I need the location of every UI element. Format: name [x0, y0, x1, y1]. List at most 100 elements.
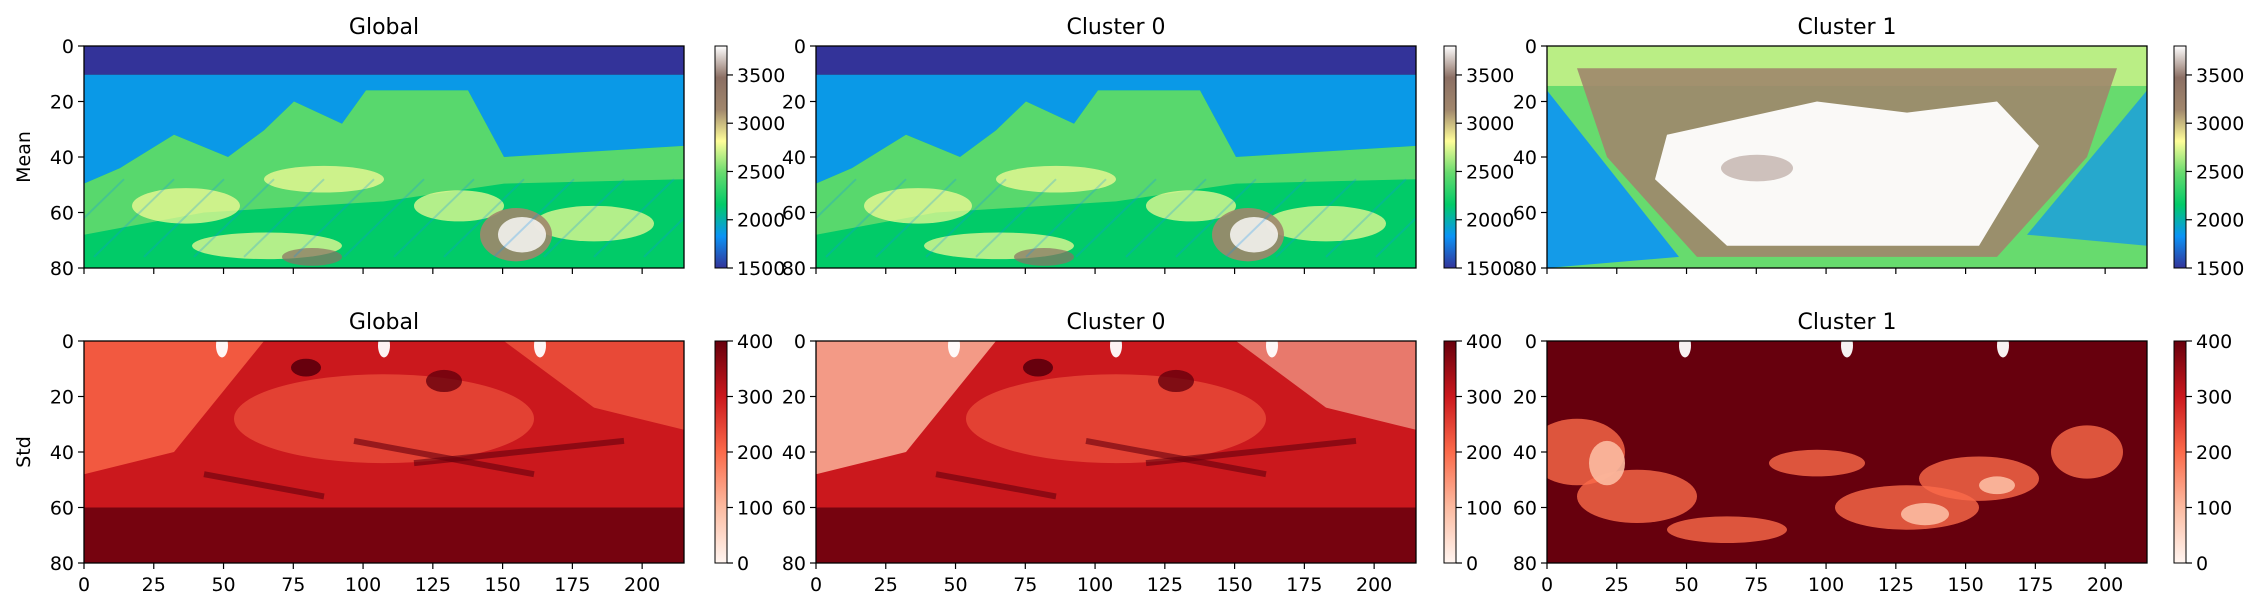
cluster0-mean-cbtick-label-2500: 2500 — [1466, 161, 1514, 183]
row-ylabel-mean: Mean — [13, 131, 35, 183]
cluster1-std-xtick-label-200: 200 — [2087, 574, 2123, 596]
cluster0-mean-colorbar — [1443, 45, 1457, 269]
cluster0-std-ytick-label-80: 80 — [782, 553, 806, 575]
cluster1-mean-cbtick-label-2500: 2500 — [2196, 161, 2244, 183]
cluster0-std-title: Cluster 0 — [1066, 310, 1165, 335]
cluster0-std-colorbar — [1443, 340, 1457, 564]
cluster0-std-xtick-label-0: 0 — [810, 574, 822, 596]
global-std-ytick-label-0: 0 — [62, 331, 74, 353]
global-mean-ytick-label-0: 0 — [62, 36, 74, 58]
cluster1-std-cbtick-label-100: 100 — [2196, 498, 2232, 520]
cluster0-std-xtick-label-25: 25 — [874, 574, 898, 596]
row-ylabel-std: Std — [13, 436, 35, 468]
cluster0-std-xtick-label-125: 125 — [1147, 574, 1183, 596]
cluster0-std-ytick-label-40: 40 — [782, 442, 806, 464]
cluster0-std-xtick-label-50: 50 — [943, 574, 967, 596]
cluster0-std-cbtick-label-100: 100 — [1466, 498, 1502, 520]
cluster1-mean-cbtick-label-3500: 3500 — [2196, 65, 2244, 87]
global-std-cbtick-label-300: 300 — [737, 387, 773, 409]
global-mean-colorbar — [714, 45, 728, 269]
global-std-cbtick-label-0: 0 — [737, 553, 749, 575]
cluster0-std-cbtick-label-400: 400 — [1466, 331, 1502, 353]
cluster1-std-xtick-label-25: 25 — [1605, 574, 1629, 596]
cluster1-std-ytick-label-20: 20 — [1513, 387, 1537, 409]
global-mean-ytick-label-80: 80 — [50, 258, 74, 280]
cluster0-mean-ytick-label-60: 60 — [782, 203, 806, 225]
cluster1-std-xtick-label-150: 150 — [1947, 574, 1983, 596]
global-mean-cbtick-label-1500: 1500 — [737, 258, 785, 280]
cluster0-std-ytick-label-60: 60 — [782, 498, 806, 520]
cluster0-std-cbtick-label-200: 200 — [1466, 442, 1502, 464]
global-std-xtick-label-100: 100 — [345, 574, 381, 596]
cluster0-std-xtick-label-100: 100 — [1077, 574, 1113, 596]
cluster1-std-xtick-label-175: 175 — [2017, 574, 2053, 596]
cluster0-std-xtick-label-175: 175 — [1286, 574, 1322, 596]
cluster0-mean-cbtick-label-3500: 3500 — [1466, 65, 1514, 87]
global-std-heatmap — [84, 341, 684, 563]
cluster1-std-ytick-label-40: 40 — [1513, 442, 1537, 464]
global-mean-heatmap — [84, 46, 684, 268]
cluster0-mean-cbtick-label-2000: 2000 — [1466, 210, 1514, 232]
cluster1-std-ytick-label-60: 60 — [1513, 498, 1537, 520]
global-mean-ytick-label-20: 20 — [50, 92, 74, 114]
global-std-title: Global — [349, 310, 419, 335]
cluster1-mean-cbtick-label-1500: 1500 — [2196, 258, 2244, 280]
global-std-ytick-label-40: 40 — [50, 442, 74, 464]
global-std-xtick-label-75: 75 — [281, 574, 305, 596]
cluster1-std-title: Cluster 1 — [1797, 310, 1896, 335]
cluster1-mean-cbtick-label-2000: 2000 — [2196, 210, 2244, 232]
cluster1-mean-ytick-label-20: 20 — [1513, 92, 1537, 114]
cluster0-std-xtick-label-75: 75 — [1013, 574, 1037, 596]
cluster0-mean-cbtick-label-1500: 1500 — [1466, 258, 1514, 280]
cluster1-mean-colorbar — [2173, 45, 2187, 269]
global-mean-title: Global — [349, 15, 419, 40]
cluster1-std-xtick-label-50: 50 — [1674, 574, 1698, 596]
cluster1-std-xtick-label-100: 100 — [1808, 574, 1844, 596]
cluster1-std-ytick-label-0: 0 — [1525, 331, 1537, 353]
cluster1-std-cbtick-label-300: 300 — [2196, 387, 2232, 409]
global-std-colorbar — [714, 340, 728, 564]
cluster0-std-ytick-label-20: 20 — [782, 387, 806, 409]
cluster0-std-cbtick-label-300: 300 — [1466, 387, 1502, 409]
cluster1-std-ytick-label-80: 80 — [1513, 553, 1537, 575]
global-mean-ytick-label-40: 40 — [50, 147, 74, 169]
global-std-xtick-label-0: 0 — [78, 574, 90, 596]
global-std-xtick-label-175: 175 — [554, 574, 590, 596]
cluster1-mean-cbtick-label-3000: 3000 — [2196, 113, 2244, 135]
cluster1-mean-heatmap — [1547, 46, 2147, 268]
cluster1-mean-ytick-label-80: 80 — [1513, 258, 1537, 280]
cluster1-std-cbtick-label-400: 400 — [2196, 331, 2232, 353]
cluster0-mean-cbtick-label-3000: 3000 — [1466, 113, 1514, 135]
cluster0-mean-ytick-label-80: 80 — [782, 258, 806, 280]
cluster0-mean-title: Cluster 0 — [1066, 15, 1165, 40]
global-std-xtick-label-200: 200 — [624, 574, 660, 596]
cluster1-std-colorbar — [2173, 340, 2187, 564]
cluster1-std-heatmap — [1547, 341, 2147, 563]
cluster0-std-ytick-label-0: 0 — [794, 331, 806, 353]
cluster1-std-field — [1547, 341, 2147, 563]
cluster1-std-cbtick-label-200: 200 — [2196, 442, 2232, 464]
cluster0-mean-ytick-label-20: 20 — [782, 92, 806, 114]
global-mean-cbtick-label-2500: 2500 — [737, 161, 785, 183]
global-std-ytick-label-60: 60 — [50, 498, 74, 520]
cluster1-mean-ytick-label-0: 0 — [1525, 36, 1537, 58]
cluster0-std-cbtick-label-0: 0 — [1466, 553, 1478, 575]
global-std-xtick-label-125: 125 — [415, 574, 451, 596]
global-mean-cbtick-label-3500: 3500 — [737, 65, 785, 87]
global-std-xtick-label-50: 50 — [211, 574, 235, 596]
global-std-cbtick-label-200: 200 — [737, 442, 773, 464]
global-std-cbtick-label-100: 100 — [737, 498, 773, 520]
global-std-cbtick-label-400: 400 — [737, 331, 773, 353]
cluster0-mean-heatmap — [816, 46, 1416, 268]
cluster0-std-xtick-label-200: 200 — [1356, 574, 1392, 596]
cluster1-std-cbtick-label-0: 0 — [2196, 553, 2208, 575]
global-std-xtick-label-150: 150 — [484, 574, 520, 596]
global-mean-cbtick-label-2000: 2000 — [737, 210, 785, 232]
cluster0-std-heatmap — [816, 341, 1416, 563]
cluster1-mean-title: Cluster 1 — [1797, 15, 1896, 40]
cluster1-mean-ytick-label-40: 40 — [1513, 147, 1537, 169]
global-mean-cbtick-label-3000: 3000 — [737, 113, 785, 135]
global-std-xtick-label-25: 25 — [142, 574, 166, 596]
global-std-ytick-label-80: 80 — [50, 553, 74, 575]
